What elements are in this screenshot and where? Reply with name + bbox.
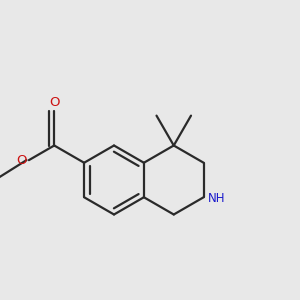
Text: O: O (16, 154, 27, 167)
Text: NH: NH (208, 192, 225, 205)
Text: O: O (49, 97, 59, 110)
